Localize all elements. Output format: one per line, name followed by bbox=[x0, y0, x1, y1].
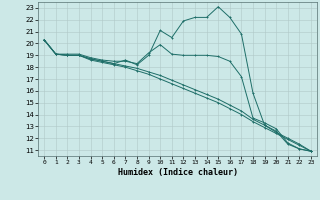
X-axis label: Humidex (Indice chaleur): Humidex (Indice chaleur) bbox=[118, 168, 238, 177]
